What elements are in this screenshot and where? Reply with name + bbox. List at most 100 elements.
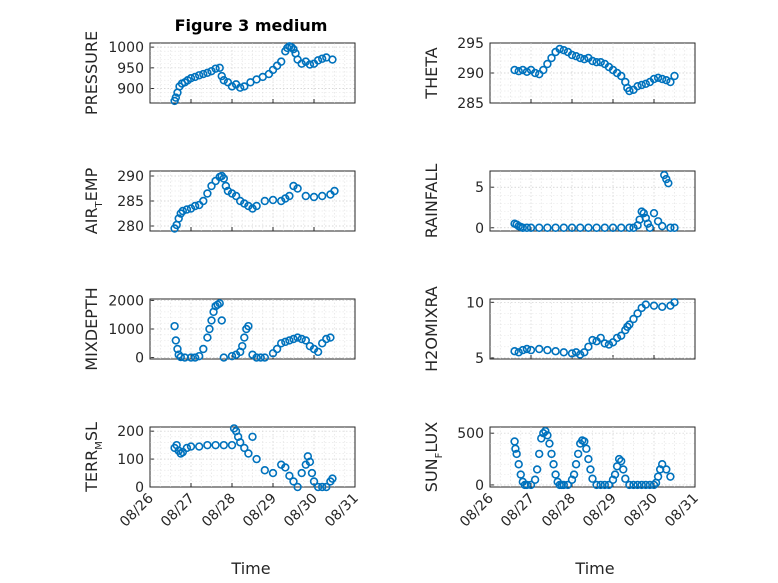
data-point	[608, 475, 618, 484]
data-point	[277, 57, 286, 66]
y-tick-label: 280	[117, 219, 144, 235]
data-point	[549, 460, 558, 469]
data-point	[516, 470, 525, 479]
data-point	[534, 449, 544, 459]
data-point	[653, 73, 663, 83]
data-point	[575, 53, 585, 63]
data-point	[639, 208, 648, 218]
data-point	[186, 442, 196, 451]
x-tick-label: 08/26	[457, 490, 497, 530]
data-point	[649, 74, 659, 84]
data-point	[530, 475, 540, 484]
data-point	[203, 333, 212, 342]
data-point	[543, 431, 552, 440]
data-point	[616, 223, 626, 232]
data-point	[186, 353, 196, 362]
subplot-h2omixra: 5 10 H2OMIXRA	[422, 286, 696, 372]
data-point	[510, 347, 519, 356]
data-point	[195, 351, 204, 361]
y-tick-label: 285	[117, 194, 144, 210]
data-point	[322, 334, 331, 344]
data-point	[328, 55, 337, 64]
data-point	[244, 321, 253, 331]
data-point	[580, 437, 589, 446]
data-point	[171, 336, 181, 345]
data-point	[318, 54, 327, 63]
data-point	[289, 45, 298, 54]
data-point	[514, 460, 523, 469]
data-point	[600, 480, 609, 490]
data-point	[543, 345, 552, 355]
data-point	[666, 77, 675, 87]
data-point	[657, 460, 667, 469]
data-point	[190, 353, 200, 362]
data-point	[207, 66, 216, 76]
data-point	[567, 223, 577, 232]
data-point	[543, 59, 552, 69]
y-tick-label: 295	[457, 36, 484, 52]
data-point	[573, 449, 583, 459]
data-point	[645, 223, 655, 232]
data-point	[238, 341, 247, 351]
data-point	[522, 223, 532, 232]
data-point	[260, 196, 269, 206]
data-point	[289, 334, 298, 344]
subplot-terr: 0 100 200 TERRMSL 08/26 08/27 08/28 08/29 08/30 0…	[82, 422, 362, 530]
data-point	[217, 71, 226, 81]
data-point	[625, 320, 634, 329]
data-point	[171, 93, 181, 102]
data-point	[199, 69, 208, 79]
data-point	[649, 480, 659, 490]
data-point	[256, 353, 265, 362]
data-point	[512, 449, 521, 459]
data-point	[227, 351, 237, 361]
data-point	[510, 65, 519, 75]
data-point	[301, 336, 310, 345]
data-point	[623, 322, 632, 331]
data-point	[567, 475, 577, 484]
data-point	[600, 223, 609, 232]
data-point	[637, 207, 646, 216]
data-point	[219, 440, 229, 450]
data-point	[328, 474, 337, 483]
data-point	[285, 191, 294, 201]
data-point	[207, 316, 216, 325]
data-point	[326, 333, 335, 342]
data-point	[511, 444, 520, 453]
data-point	[657, 221, 667, 231]
y-tick-label: 0	[135, 351, 144, 367]
data-point	[625, 86, 634, 96]
data-point	[662, 75, 671, 85]
data-point	[600, 339, 609, 348]
data-point	[252, 201, 261, 211]
data-point	[637, 480, 646, 490]
data-point	[252, 353, 261, 362]
data-point	[596, 57, 605, 67]
data-point	[199, 344, 208, 354]
y-tick-label: 950	[117, 61, 144, 77]
data-point	[281, 463, 290, 472]
y-tick-label: 200	[117, 424, 144, 440]
data-point	[592, 57, 601, 67]
data-point	[211, 440, 220, 450]
data-point	[301, 191, 310, 201]
y-tick-label: 500	[457, 426, 484, 442]
y-tick-label: 1000	[108, 322, 144, 338]
data-point	[514, 66, 523, 76]
data-point	[545, 439, 554, 448]
data-point	[608, 223, 618, 232]
data-point	[203, 68, 212, 77]
data-point	[518, 223, 527, 232]
data-point	[518, 345, 527, 355]
subplot-theta: 285 290 295 THETA	[422, 36, 696, 112]
data-point	[215, 299, 224, 308]
data-point	[293, 184, 302, 193]
data-point	[174, 214, 183, 223]
data-point	[616, 456, 626, 466]
data-point	[240, 82, 249, 91]
data-point	[551, 347, 560, 356]
data-point	[522, 480, 532, 490]
data-point	[173, 344, 182, 354]
y-axis-label: TERRMSL	[82, 422, 105, 493]
data-point	[260, 353, 269, 362]
